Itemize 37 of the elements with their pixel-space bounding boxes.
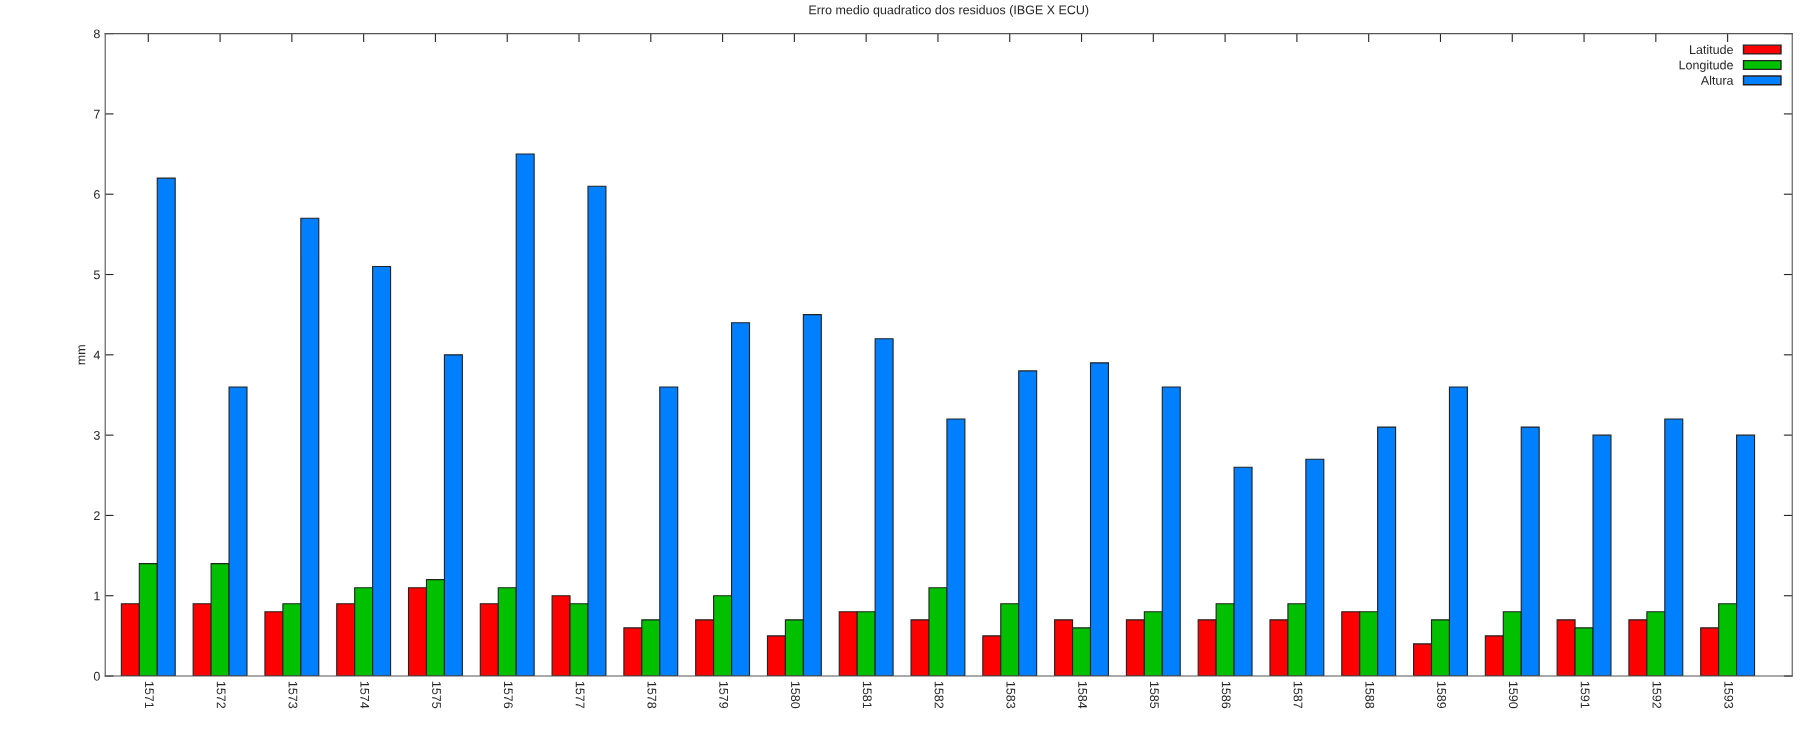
x-tick-label: 1575 bbox=[432, 681, 441, 709]
x-tick-label: 1577 bbox=[575, 681, 585, 709]
y-tick-label: 6 bbox=[94, 190, 100, 199]
x-tick-label: 1572 bbox=[216, 681, 226, 709]
x-tick-label: 1588 bbox=[1365, 681, 1375, 709]
x-tick-label: 1589 bbox=[1437, 681, 1446, 709]
x-tick-label: 1591 bbox=[1580, 681, 1590, 709]
x-tick-label: 1585 bbox=[1149, 681, 1159, 709]
chart-title: Erro medio quadratico dos residuos (IBGE X ECU) bbox=[809, 5, 1089, 17]
x-tick-label: 1571 bbox=[144, 681, 154, 709]
y-tick-label: 1 bbox=[94, 591, 100, 601]
x-tick-label: 1593 bbox=[1724, 681, 1734, 709]
legend-label: Altura bbox=[1700, 75, 1734, 85]
y-axis-title: mm bbox=[78, 345, 86, 365]
x-tick-label: 1587 bbox=[1293, 681, 1303, 709]
y-tick-label: 4 bbox=[93, 350, 100, 360]
x-tick-label: 1581 bbox=[862, 681, 872, 709]
y-tick-label: 0 bbox=[93, 671, 100, 681]
x-tick-label: 1590 bbox=[1508, 681, 1518, 709]
y-tick-label: 3 bbox=[93, 430, 100, 440]
y-tick-label: 5 bbox=[93, 270, 100, 280]
legend-label: Latitude bbox=[1690, 44, 1733, 55]
x-tick-label: 1582 bbox=[934, 681, 944, 709]
y-tick-label: 7 bbox=[94, 109, 100, 119]
x-tick-label: 1583 bbox=[1006, 681, 1016, 709]
y-tick-label: 8 bbox=[93, 29, 100, 39]
legend-label: Longitude bbox=[1679, 60, 1733, 72]
y-tick-label: 2 bbox=[94, 511, 100, 520]
x-tick-label: 1579 bbox=[719, 681, 729, 709]
x-tick-label: 1586 bbox=[1221, 681, 1231, 709]
x-tick-label: 1576 bbox=[503, 681, 513, 709]
x-tick-label: 1580 bbox=[791, 681, 800, 709]
x-tick-label: 1584 bbox=[1078, 681, 1088, 709]
x-tick-label: 1573 bbox=[288, 681, 298, 709]
x-tick-label: 1578 bbox=[647, 681, 657, 709]
x-tick-label: 1574 bbox=[360, 681, 370, 709]
x-tick-label: 1592 bbox=[1652, 681, 1662, 709]
